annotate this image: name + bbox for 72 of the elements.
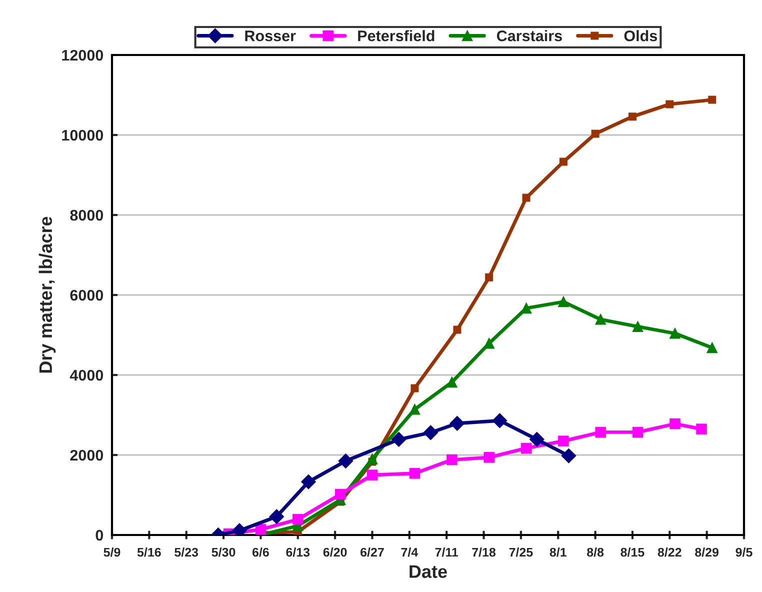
point — [484, 452, 494, 463]
y-tick-label: 10000 — [62, 130, 104, 141]
point — [301, 474, 316, 490]
x-tick-label: 8/29 — [695, 548, 719, 557]
y-tick-label: 8000 — [70, 210, 104, 221]
x-tick-label: 8/15 — [620, 548, 644, 557]
point — [410, 384, 419, 392]
point — [522, 194, 530, 202]
x-tick-label: 7/18 — [472, 548, 496, 557]
point — [632, 321, 644, 332]
point — [591, 130, 600, 138]
point — [391, 432, 406, 447]
x-tick-label: 6/27 — [360, 548, 384, 557]
point — [706, 342, 718, 354]
y-axis-title: Dry matter, lb/acre — [38, 216, 56, 373]
legend-label: Olds — [624, 30, 658, 42]
y-tick-label: 0 — [96, 530, 104, 541]
point — [696, 424, 707, 434]
legend-label: Petersfield — [358, 30, 434, 42]
x-tick-label: 5/9 — [104, 548, 120, 557]
legend-label: Rosser — [245, 30, 296, 42]
point — [334, 488, 346, 500]
x-axis-title: Date — [410, 565, 447, 578]
point — [269, 509, 284, 524]
point — [446, 454, 458, 466]
point — [366, 454, 378, 464]
point — [338, 454, 354, 468]
point — [559, 158, 568, 166]
point — [520, 442, 532, 454]
point — [446, 376, 458, 388]
x-tick-label: 9/5 — [736, 548, 752, 557]
x-tick-label: 7/4 — [401, 548, 418, 557]
y-tick-label: 6000 — [70, 290, 104, 301]
point — [492, 413, 508, 428]
point — [628, 112, 636, 121]
point — [450, 416, 465, 431]
point — [558, 436, 569, 446]
x-tick-label: 8/8 — [587, 548, 604, 557]
x-tick-label: 5/30 — [212, 548, 236, 557]
point — [666, 100, 674, 108]
point — [670, 418, 680, 430]
legend-label: Carstairs — [496, 30, 562, 42]
x-tick-label: 6/6 — [252, 548, 269, 557]
x-tick-label: 7/25 — [509, 548, 533, 557]
point — [595, 426, 606, 438]
point — [529, 432, 544, 447]
point — [292, 514, 304, 525]
y-tick-label: 2000 — [70, 450, 104, 461]
x-tick-label: 8/22 — [658, 548, 682, 557]
point — [423, 425, 438, 440]
point — [670, 328, 680, 339]
x-tick-label: 6/20 — [323, 548, 347, 557]
x-tick-label: 7/11 — [435, 548, 458, 557]
point — [453, 326, 462, 334]
point — [595, 314, 606, 325]
x-tick-label: 5/23 — [174, 548, 198, 557]
x-tick-label: 6/13 — [286, 548, 310, 557]
point — [520, 302, 532, 314]
y-tick-label: 12000 — [62, 50, 104, 61]
y-tick-label: 4000 — [70, 370, 104, 381]
x-tick-label: 5/16 — [137, 548, 161, 557]
point — [708, 96, 716, 104]
point — [632, 426, 644, 438]
point — [255, 524, 266, 535]
x-tick-label: 8/1 — [550, 548, 566, 557]
point — [485, 273, 494, 282]
point — [409, 468, 420, 479]
point — [409, 404, 420, 415]
point — [366, 470, 378, 480]
point — [484, 338, 494, 349]
point — [561, 448, 576, 464]
point — [558, 296, 569, 308]
